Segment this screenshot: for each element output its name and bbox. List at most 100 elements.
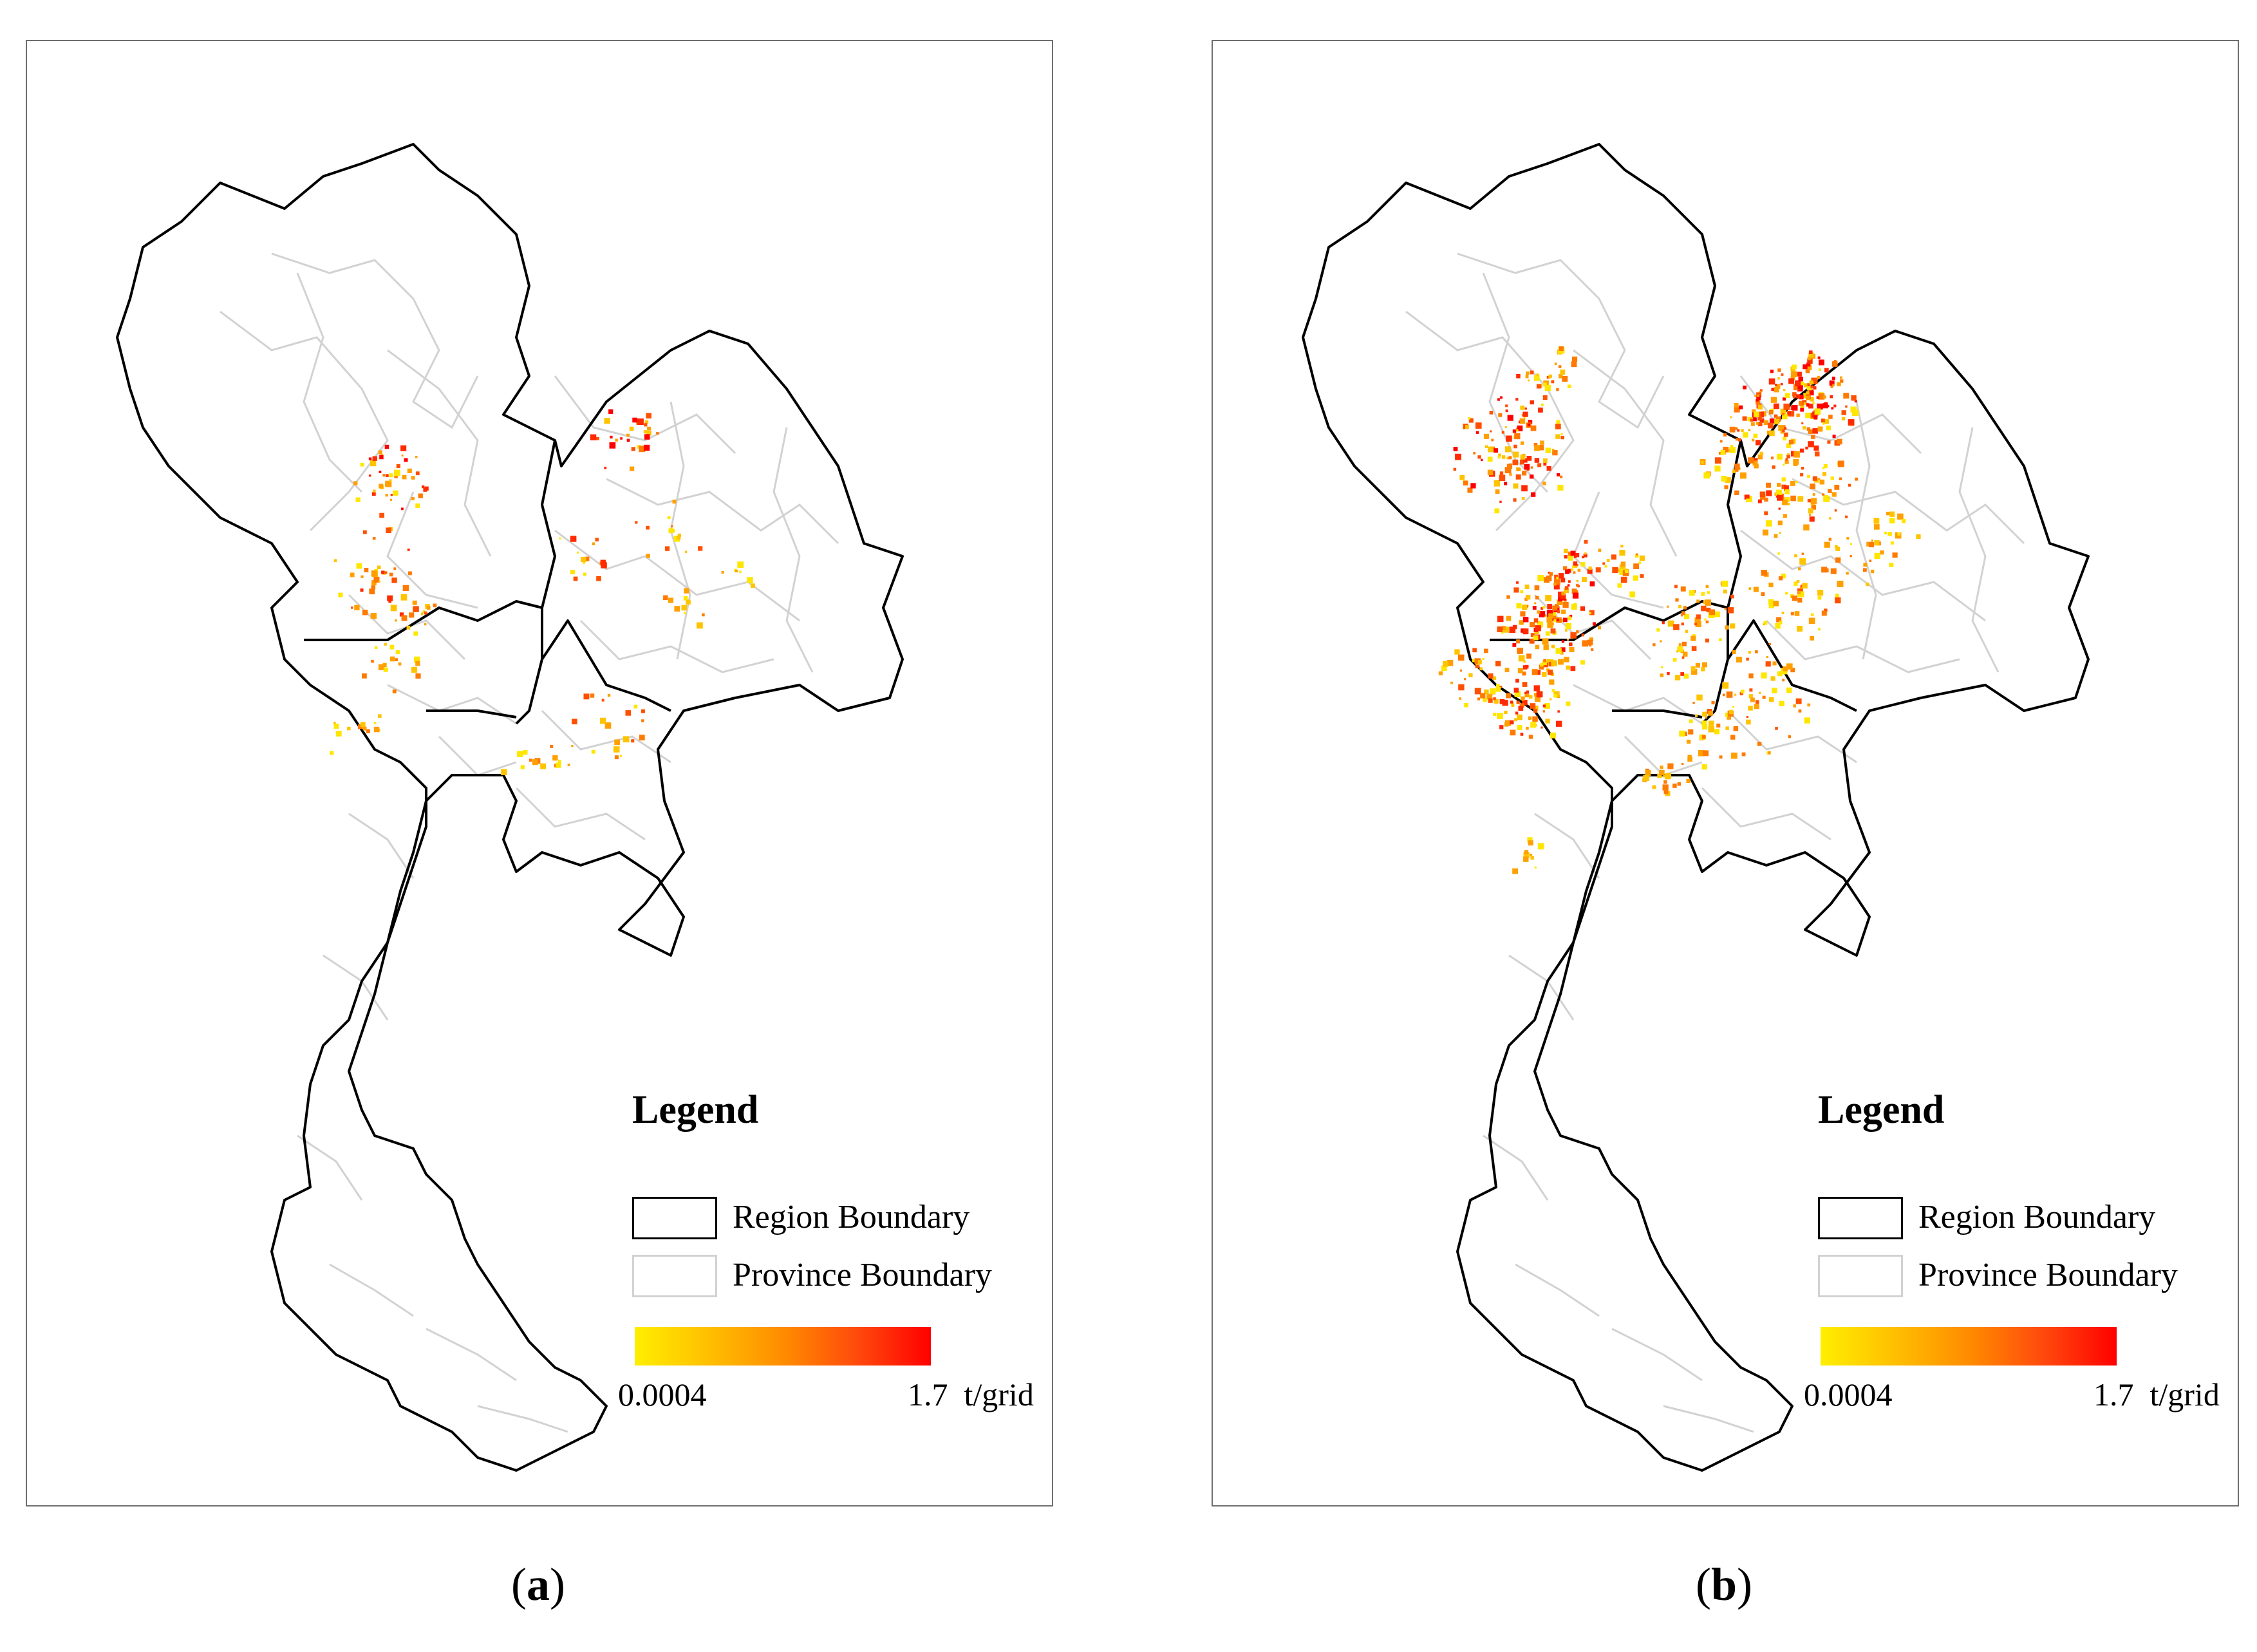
hotspot	[1515, 711, 1519, 715]
hotspot	[1684, 614, 1690, 619]
hotspot	[644, 423, 648, 427]
hotspot	[1777, 368, 1781, 372]
hotspot	[1763, 420, 1769, 426]
hotspot	[1739, 405, 1743, 409]
hotspot	[625, 710, 632, 716]
hotspot	[1841, 410, 1846, 415]
hotspot	[1455, 453, 1461, 460]
hotspot	[1702, 724, 1708, 730]
hotspot	[1806, 395, 1810, 400]
hotspot	[1752, 438, 1755, 442]
hotspot	[677, 533, 681, 538]
hotspot	[667, 516, 671, 520]
hotspot	[1703, 472, 1710, 479]
hotspot	[1822, 493, 1824, 496]
hotspot	[1803, 426, 1806, 430]
hotspot	[1815, 451, 1820, 456]
hotspot	[1707, 591, 1710, 594]
hotspot	[663, 595, 668, 600]
hotspot	[1522, 628, 1529, 635]
hotspot	[1438, 671, 1443, 675]
hotspot	[1484, 690, 1489, 695]
hotspot	[1629, 591, 1635, 597]
hotspot	[1515, 429, 1519, 432]
hotspot	[424, 611, 427, 615]
hotspot	[372, 537, 376, 540]
hotspot	[360, 722, 366, 727]
hotspot	[1553, 583, 1557, 586]
hotspot	[1467, 487, 1473, 493]
hotspot	[1743, 385, 1747, 390]
hotspot	[1652, 785, 1656, 789]
hotspot	[1589, 610, 1595, 615]
hotspot	[1488, 698, 1493, 703]
hotspot	[415, 471, 420, 476]
hotspot	[1752, 460, 1758, 466]
hotspot	[1548, 613, 1553, 619]
hotspot	[1660, 640, 1662, 643]
hotspot	[1805, 368, 1810, 373]
hotspot	[1552, 605, 1558, 611]
hotspot	[1645, 770, 1651, 776]
hotspot	[1691, 646, 1697, 652]
hotspot	[1539, 664, 1544, 670]
hotspot	[1757, 422, 1763, 427]
hotspot	[1793, 581, 1798, 586]
hotspot	[390, 498, 393, 501]
hotspot	[1840, 379, 1844, 383]
hotspot	[1505, 409, 1508, 413]
hotspot	[1504, 426, 1507, 428]
hotspot	[1540, 440, 1544, 445]
province-boundaries	[1405, 252, 2025, 1433]
hotspot	[1800, 448, 1804, 453]
hotspot	[1534, 866, 1537, 868]
hotspot	[1811, 377, 1818, 384]
hotspot	[1512, 643, 1517, 647]
hotspot	[1687, 756, 1692, 762]
hotspot	[1522, 665, 1528, 670]
hotspot	[1772, 688, 1777, 693]
hotspot	[1545, 631, 1550, 636]
hotspot	[1568, 551, 1573, 557]
hotspot	[1620, 561, 1626, 567]
hotspot	[523, 750, 528, 755]
hotspot	[683, 596, 688, 601]
hotspot	[1735, 438, 1738, 441]
hotspot	[1526, 726, 1529, 730]
hotspot	[364, 568, 369, 572]
hotspot	[1497, 615, 1504, 623]
hotspot	[1577, 568, 1581, 572]
hotspot	[1504, 482, 1508, 485]
hotspot	[1703, 750, 1709, 756]
hotspot	[1473, 452, 1475, 455]
hotspot	[370, 613, 377, 619]
hotspot	[1766, 430, 1771, 435]
hotspot	[1809, 350, 1813, 354]
hotspot	[1526, 653, 1531, 659]
hotspot	[1556, 388, 1559, 391]
hotspot	[1501, 431, 1504, 434]
hotspot	[1512, 624, 1517, 630]
region-boundary-label: Region Boundary	[733, 1199, 970, 1235]
caption-b: (b)	[1695, 1559, 1752, 1610]
hotspot	[1800, 404, 1804, 409]
hotspot	[1783, 666, 1788, 671]
hotspot	[1523, 660, 1526, 663]
hotspot	[1812, 476, 1817, 481]
hotspot	[1559, 573, 1564, 579]
hotspot	[1734, 490, 1739, 495]
hotspot	[392, 689, 397, 693]
hotspot	[1497, 456, 1501, 459]
hotspot	[1584, 540, 1588, 544]
hotspot	[1494, 699, 1499, 704]
hotspot	[1520, 455, 1526, 460]
hotspot	[1771, 388, 1774, 391]
hotspot	[1687, 739, 1691, 744]
hotspot	[1772, 661, 1777, 666]
hotspot	[1660, 765, 1663, 769]
hotspot	[1792, 405, 1798, 411]
hotspot	[1573, 561, 1578, 566]
hotspot	[1515, 398, 1519, 401]
hotspot	[371, 659, 374, 663]
hotspot	[387, 595, 393, 601]
